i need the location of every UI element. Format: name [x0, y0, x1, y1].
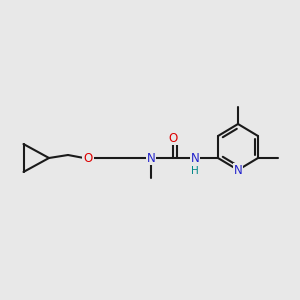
Text: N: N — [234, 164, 242, 176]
Text: O: O — [83, 152, 93, 164]
Text: H: H — [191, 166, 199, 176]
Text: N: N — [147, 152, 155, 164]
Text: O: O — [168, 131, 178, 145]
Text: N: N — [190, 152, 200, 164]
